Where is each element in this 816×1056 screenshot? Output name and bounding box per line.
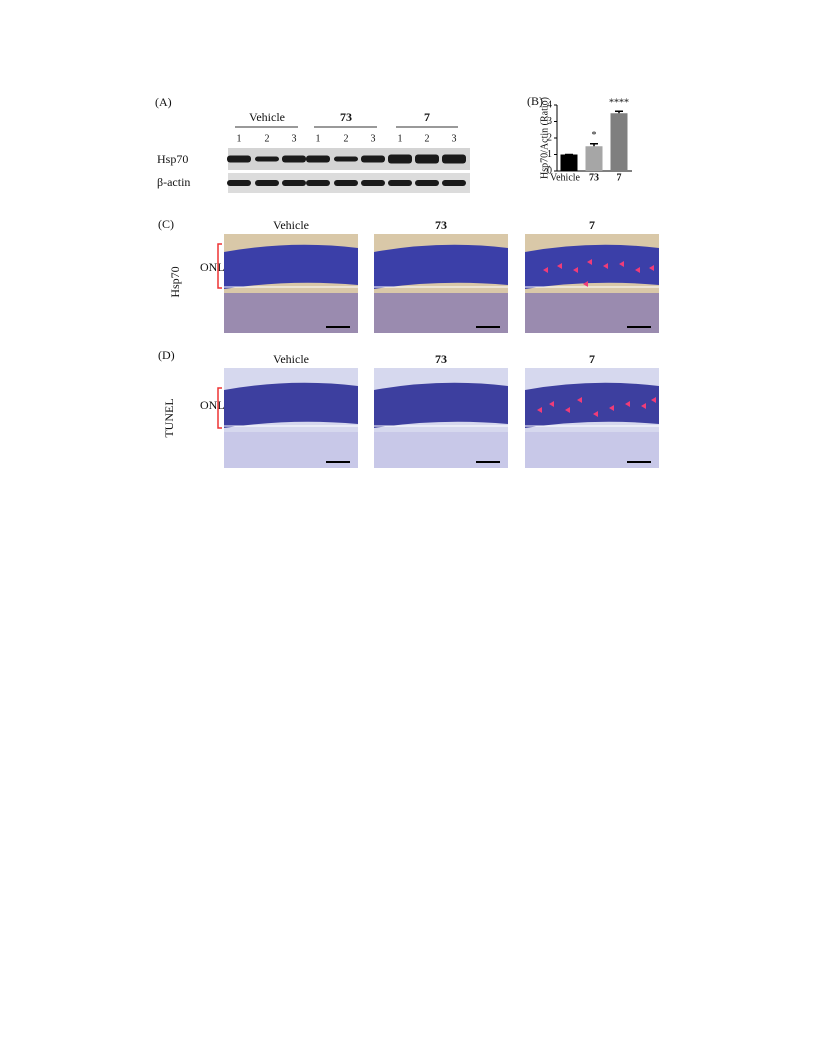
lane-label: 1 — [398, 133, 403, 144]
red-arrow — [543, 267, 548, 273]
red-arrow — [577, 397, 582, 403]
red-arrow — [635, 267, 640, 273]
bar — [560, 154, 578, 171]
blot-band — [255, 180, 279, 186]
red-arrow — [609, 405, 614, 411]
layer-label: ONL — [200, 260, 225, 274]
panel-label: (C) — [158, 217, 174, 231]
red-arrow — [583, 281, 588, 287]
x-tick-label: Vehicle — [550, 172, 581, 183]
significance-label: **** — [609, 98, 629, 109]
row-label: β-actin — [157, 175, 190, 189]
y-tick-label: 2 — [547, 132, 552, 143]
blot-band — [306, 180, 330, 186]
panel-label: (B) — [527, 94, 543, 108]
y-tick-label: 4 — [547, 99, 552, 110]
red-arrow — [565, 407, 570, 413]
column-title: 73 — [435, 218, 447, 232]
blot-band — [388, 180, 412, 186]
red-arrow — [625, 401, 630, 407]
onl-layer — [374, 382, 508, 428]
blot-band — [442, 180, 466, 186]
row-label: Hsp70 — [168, 266, 182, 297]
red-arrow — [537, 407, 542, 413]
panel-label: (A) — [155, 95, 172, 109]
x-tick-label: 7 — [617, 172, 622, 183]
lane-label: 3 — [452, 133, 457, 144]
y-tick-label: 1 — [547, 149, 552, 160]
red-arrow — [649, 265, 654, 271]
blot-band — [415, 154, 439, 164]
row-label: Hsp70 — [157, 152, 188, 166]
onl-layer — [224, 244, 358, 289]
y-axis-label: Hsp70/Actin (Ratio) — [539, 97, 550, 179]
onl-layer — [525, 244, 659, 289]
bar — [610, 113, 628, 171]
red-arrow — [549, 401, 554, 407]
column-title: 7 — [589, 352, 595, 366]
y-tick-label: 3 — [547, 116, 552, 127]
lane-label: 2 — [425, 133, 430, 144]
row-label: TUNEL — [162, 398, 176, 437]
blot-band — [361, 155, 385, 163]
lane-label: 1 — [237, 133, 242, 144]
blot-band — [306, 155, 330, 163]
onl-layer — [525, 382, 659, 428]
red-arrow — [641, 403, 646, 409]
x-tick-label: 73 — [589, 172, 599, 183]
column-title: Vehicle — [273, 352, 309, 366]
red-arrow — [573, 267, 578, 273]
panel-label: (D) — [158, 348, 175, 362]
red-arrow — [593, 411, 598, 417]
layer-label: ONL — [200, 398, 225, 412]
bracket — [217, 243, 222, 289]
lane-label: 3 — [292, 133, 297, 144]
blot-band — [227, 180, 251, 186]
onl-layer — [224, 382, 358, 428]
significance-label: * — [592, 130, 597, 141]
red-arrow — [587, 259, 592, 265]
onl-layer — [374, 244, 508, 289]
blot-band — [415, 180, 439, 186]
blot-band — [255, 156, 279, 162]
red-arrow — [557, 263, 562, 269]
lane-label: 2 — [344, 133, 349, 144]
lane-label: 3 — [371, 133, 376, 144]
red-arrow — [619, 261, 624, 267]
error-bar — [590, 143, 598, 147]
bar — [585, 146, 603, 171]
blot-band — [282, 180, 306, 186]
blot-band — [361, 180, 385, 186]
error-bar — [615, 110, 623, 114]
lane-label: 1 — [316, 133, 321, 144]
blot-band — [334, 156, 358, 162]
y-tick-label: 0 — [547, 165, 552, 176]
blot-band — [442, 154, 466, 164]
blot-band — [227, 155, 251, 163]
red-arrow — [603, 263, 608, 269]
bracket — [217, 387, 222, 429]
blot-band — [334, 180, 358, 186]
column-title: Vehicle — [273, 218, 309, 232]
group-label: Vehicle — [249, 110, 285, 124]
group-label: 7 — [424, 110, 430, 124]
lane-label: 2 — [265, 133, 270, 144]
blot-band — [388, 154, 412, 164]
column-title: 73 — [435, 352, 447, 366]
blot-band — [282, 155, 306, 163]
column-title: 7 — [589, 218, 595, 232]
group-label: 73 — [340, 110, 352, 124]
red-arrow — [651, 397, 656, 403]
